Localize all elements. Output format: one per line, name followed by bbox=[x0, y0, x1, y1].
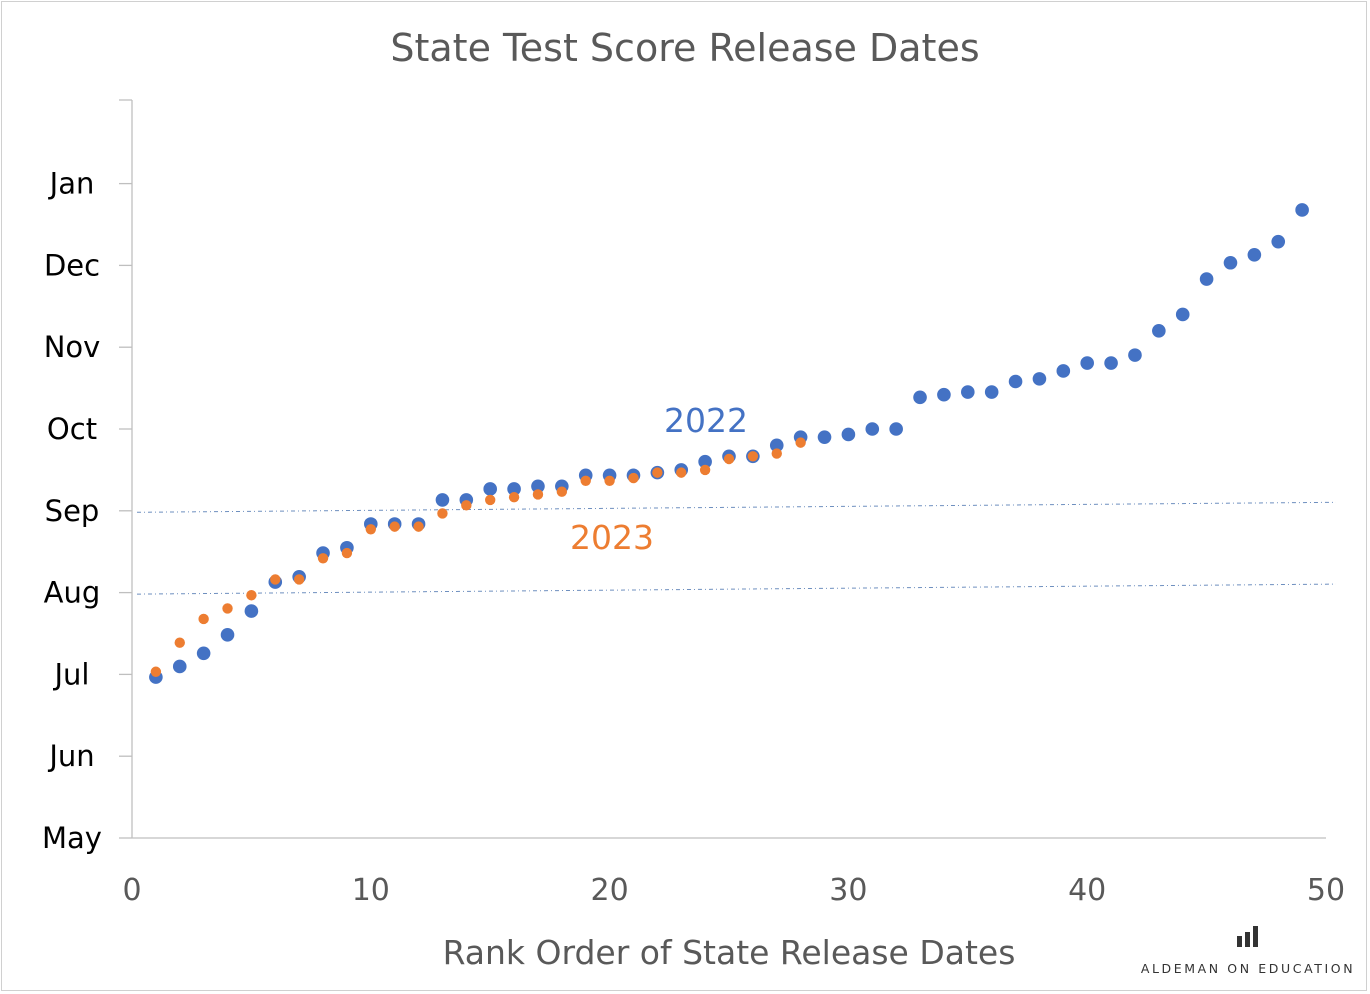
y-axis-ticks: May Jun Jul Aug Sep Oct Nov Dec Jan bbox=[42, 167, 132, 855]
point-2022-44 bbox=[1175, 307, 1190, 322]
point-2022-41 bbox=[1104, 356, 1118, 370]
y-tick-label-dec: Dec bbox=[44, 248, 100, 282]
point-2022-13 bbox=[435, 493, 450, 507]
series-label-2022: 2022 bbox=[664, 401, 748, 440]
point-2023-6 bbox=[270, 574, 281, 585]
point-2022-5 bbox=[244, 604, 259, 618]
y-tick-label-may: May bbox=[42, 821, 102, 855]
point-2022-27 bbox=[769, 438, 784, 453]
point-2022-35 bbox=[961, 385, 975, 399]
point-2023-2 bbox=[174, 637, 185, 648]
point-2022-33 bbox=[913, 390, 927, 405]
series-2022-points bbox=[149, 203, 1309, 684]
point-2022-32 bbox=[889, 422, 903, 436]
point-2022-48 bbox=[1271, 234, 1286, 249]
x-tick-label-20: 20 bbox=[591, 873, 629, 908]
point-2023-16 bbox=[508, 491, 520, 503]
point-2022-2 bbox=[172, 659, 187, 674]
point-2023-20 bbox=[604, 475, 615, 487]
x-tick-label-0: 0 bbox=[122, 873, 141, 908]
point-2023-5 bbox=[246, 590, 257, 601]
x-tick-label-10: 10 bbox=[352, 873, 390, 908]
point-2023-19 bbox=[580, 475, 591, 487]
y-tick-label-nov: Nov bbox=[44, 330, 101, 364]
point-2022-49 bbox=[1295, 203, 1309, 217]
point-2023-24 bbox=[699, 464, 711, 476]
point-2022-3 bbox=[196, 646, 211, 661]
point-2022-38 bbox=[1032, 372, 1047, 386]
point-2022-24 bbox=[698, 454, 712, 469]
y-tick-label-jun: Jun bbox=[47, 739, 94, 773]
x-tick-label-30: 30 bbox=[829, 873, 867, 908]
chart-title: State Test Score Release Dates bbox=[390, 26, 979, 70]
x-axis-label: Rank Order of State Release Dates bbox=[443, 933, 1016, 972]
reference-line-1 bbox=[136, 583, 1337, 595]
brand-logo: ALDEMAN ON EDUCATION bbox=[1138, 926, 1358, 976]
axes bbox=[119, 99, 1326, 839]
point-2023-12 bbox=[413, 521, 424, 532]
y-tick-label-aug: Aug bbox=[44, 576, 101, 610]
point-2023-22 bbox=[652, 467, 663, 478]
bar-chart-icon bbox=[1237, 926, 1258, 947]
point-2023-4 bbox=[222, 603, 233, 614]
point-2023-10 bbox=[365, 524, 376, 535]
point-2022-4 bbox=[220, 628, 235, 642]
point-2022-46 bbox=[1223, 255, 1238, 270]
point-2022-30 bbox=[841, 427, 856, 442]
point-2022-36 bbox=[984, 385, 999, 399]
point-2022-31 bbox=[865, 422, 880, 436]
point-2022-34 bbox=[937, 387, 951, 402]
point-2022-40 bbox=[1080, 356, 1094, 370]
x-tick-label-50: 50 bbox=[1307, 873, 1345, 908]
point-2023-26 bbox=[747, 451, 759, 462]
point-2023-13 bbox=[437, 508, 448, 519]
point-2022-47 bbox=[1247, 248, 1262, 262]
y-tick-label-sep: Sep bbox=[45, 494, 100, 528]
x-axis-ticks: 0 10 20 30 40 50 bbox=[122, 873, 1345, 908]
point-2022-16 bbox=[507, 482, 521, 496]
point-2022-17 bbox=[531, 479, 545, 494]
series-2023-points bbox=[150, 437, 806, 677]
point-2022-37 bbox=[1008, 374, 1023, 389]
reference-line-2 bbox=[136, 501, 1337, 513]
point-2022-39 bbox=[1056, 364, 1071, 378]
point-2023-15 bbox=[485, 494, 496, 506]
point-2023-23 bbox=[676, 467, 687, 478]
point-2022-43 bbox=[1152, 324, 1166, 338]
y-tick-label-oct: Oct bbox=[47, 412, 97, 446]
point-2023-14 bbox=[461, 500, 472, 511]
point-2022-15 bbox=[483, 482, 498, 496]
point-2023-11 bbox=[389, 521, 400, 532]
point-2023-28 bbox=[795, 437, 806, 448]
point-2023-1 bbox=[150, 666, 162, 677]
x-tick-label-40: 40 bbox=[1068, 873, 1106, 908]
point-2023-17 bbox=[532, 489, 544, 500]
series-label-2023: 2023 bbox=[570, 518, 654, 557]
point-2022-45 bbox=[1199, 272, 1214, 286]
y-tick-label-jul: Jul bbox=[53, 657, 90, 691]
point-2023-7 bbox=[293, 574, 305, 585]
point-2023-21 bbox=[628, 472, 639, 484]
point-2023-25 bbox=[723, 453, 735, 465]
reference-lines bbox=[136, 501, 1337, 595]
point-2023-3 bbox=[198, 613, 209, 625]
point-2022-29 bbox=[817, 430, 832, 444]
point-2023-9 bbox=[341, 547, 353, 559]
point-2022-42 bbox=[1128, 348, 1142, 362]
point-2023-18 bbox=[556, 486, 568, 497]
point-2023-8 bbox=[317, 553, 329, 564]
brand-text: ALDEMAN ON EDUCATION bbox=[1140, 961, 1356, 976]
y-tick-label-jan: Jan bbox=[48, 167, 95, 201]
point-2023-27 bbox=[771, 448, 782, 459]
